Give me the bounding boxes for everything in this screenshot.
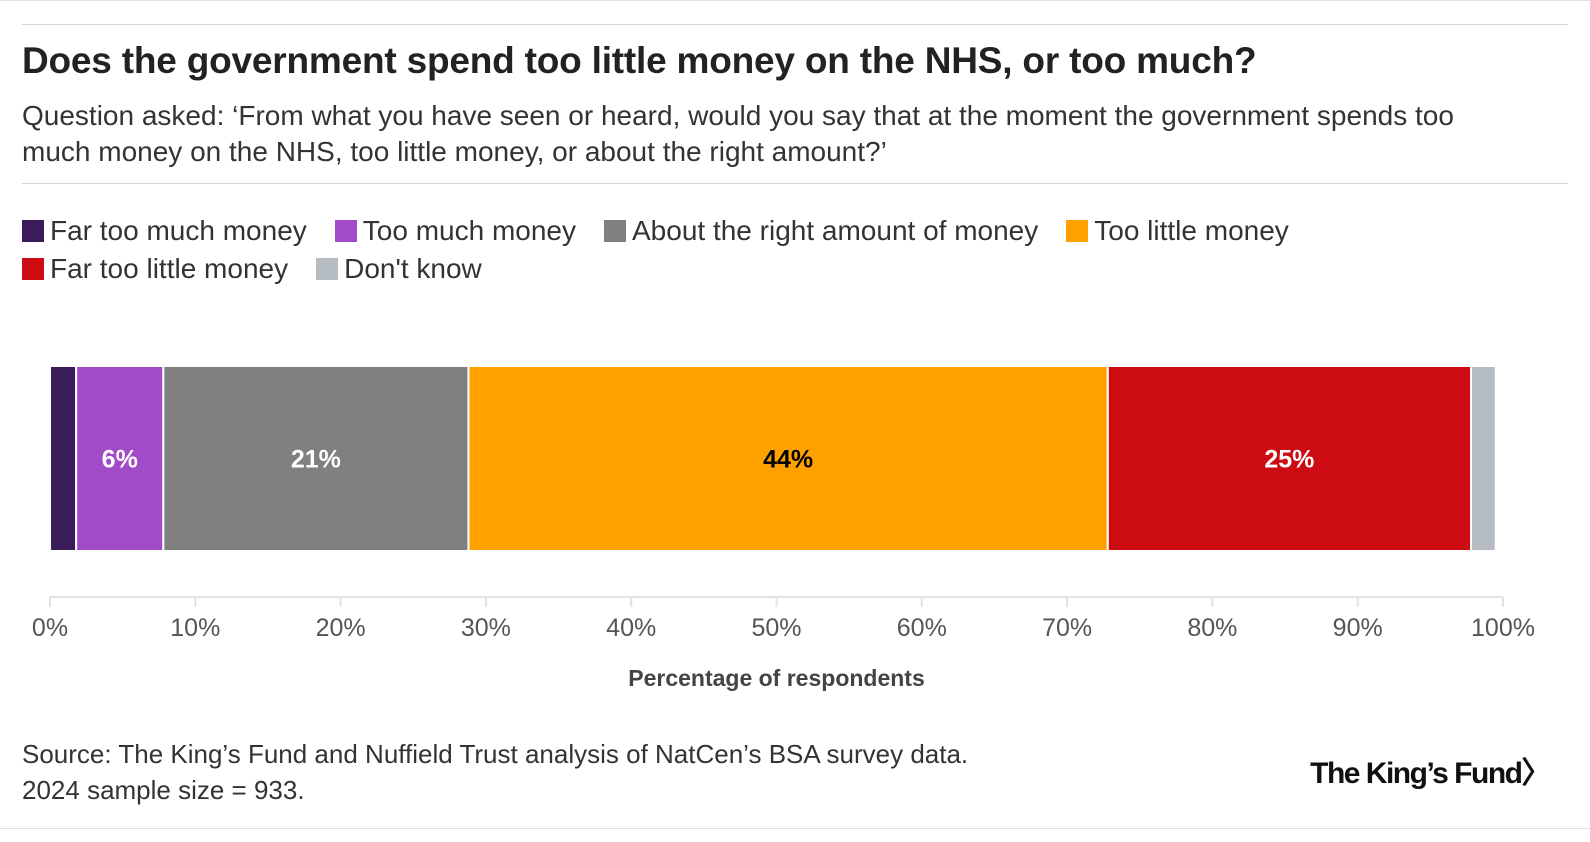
bar-group xyxy=(49,365,1497,552)
chart-subtitle: Question asked: ‘From what you have seen… xyxy=(22,100,1454,167)
legend-item-far-too-little: Far too little money xyxy=(22,253,288,285)
legend-item-too-much: Too much money xyxy=(334,215,576,247)
legend-item-about-right: About the right amount of money xyxy=(604,215,1038,247)
legend-swatch xyxy=(1066,220,1089,242)
x-tick-label: 70% xyxy=(1042,614,1092,642)
x-tick-label: 20% xyxy=(316,614,366,642)
bar-value-label: 25% xyxy=(1264,446,1314,474)
bar-label-group: 6% 21% 44% 25% xyxy=(102,446,1315,474)
bar-segment-6 xyxy=(1470,365,1497,552)
legend-row: Far too little money Don't know xyxy=(22,250,1522,288)
legend-row: Far too much money Too much money About … xyxy=(22,212,1522,250)
bar-value-label: 44% xyxy=(763,446,813,474)
legend-label: Don't know xyxy=(344,253,482,284)
x-tick-label: 50% xyxy=(751,614,801,642)
x-tick-label: 80% xyxy=(1187,614,1237,642)
legend-item-dont-know: Don't know xyxy=(316,253,482,285)
bar-segment-4 xyxy=(467,365,1109,552)
legend-label: Too little money xyxy=(1094,215,1289,246)
top-border xyxy=(0,0,1590,1)
x-tick-label: 0% xyxy=(32,614,68,642)
legend-label: About the right amount of money xyxy=(632,215,1039,246)
x-tick-label: 100% xyxy=(1471,614,1535,642)
bar-segment-3 xyxy=(162,365,470,552)
kings-fund-logo: The King’s Fund〉 xyxy=(1310,757,1551,790)
x-tick-label: 10% xyxy=(170,614,220,642)
x-tick-label: 90% xyxy=(1333,614,1383,642)
bar-segment-5 xyxy=(1106,365,1473,552)
source-line: Source: The King’s Fund and Nuffield Tru… xyxy=(22,739,969,769)
legend-swatch xyxy=(22,258,44,280)
bottom-border xyxy=(0,828,1590,829)
x-tick-label: 60% xyxy=(897,614,947,642)
legend: Far too much money Too much money About … xyxy=(22,212,1522,288)
legend-swatch xyxy=(604,220,626,242)
x-tick-label: 30% xyxy=(461,614,511,642)
subtitle-divider xyxy=(22,183,1568,184)
legend-label: Too much money xyxy=(362,215,576,246)
legend-swatch xyxy=(22,220,44,242)
bar-value-label: 21% xyxy=(291,446,341,474)
x-axis-label: Percentage of respondents xyxy=(628,665,925,691)
legend-swatch xyxy=(316,258,339,280)
stacked-bar-chart: 6% 21% 44% 25% 0% 10% 20% 30% 40% 50% 60% 70% 80% 90… xyxy=(32,365,1535,691)
sample-size-line: 2024 sample size = 933. xyxy=(22,775,305,805)
legend-item-far-too-much: Far too much money xyxy=(22,215,307,247)
source-note: Source: The King’s Fund and Nuffield Tru… xyxy=(22,736,968,808)
bar-segment-2 xyxy=(75,365,165,552)
x-axis-ticks: 0% 10% 20% 30% 40% 50% 60% 70% 80% 90% 100% xyxy=(32,597,1535,642)
bar-segment-1 xyxy=(49,365,78,552)
legend-label: Far too little money xyxy=(50,253,289,284)
legend-swatch xyxy=(334,220,357,242)
legend-label: Far too much money xyxy=(50,215,307,246)
header-divider xyxy=(22,24,1568,25)
legend-item-too-little: Too little money xyxy=(1066,215,1289,247)
bar-value-label: 6% xyxy=(102,446,138,474)
x-tick-label: 40% xyxy=(606,614,656,642)
chart-title: Does the government spend too little mon… xyxy=(22,40,1257,81)
